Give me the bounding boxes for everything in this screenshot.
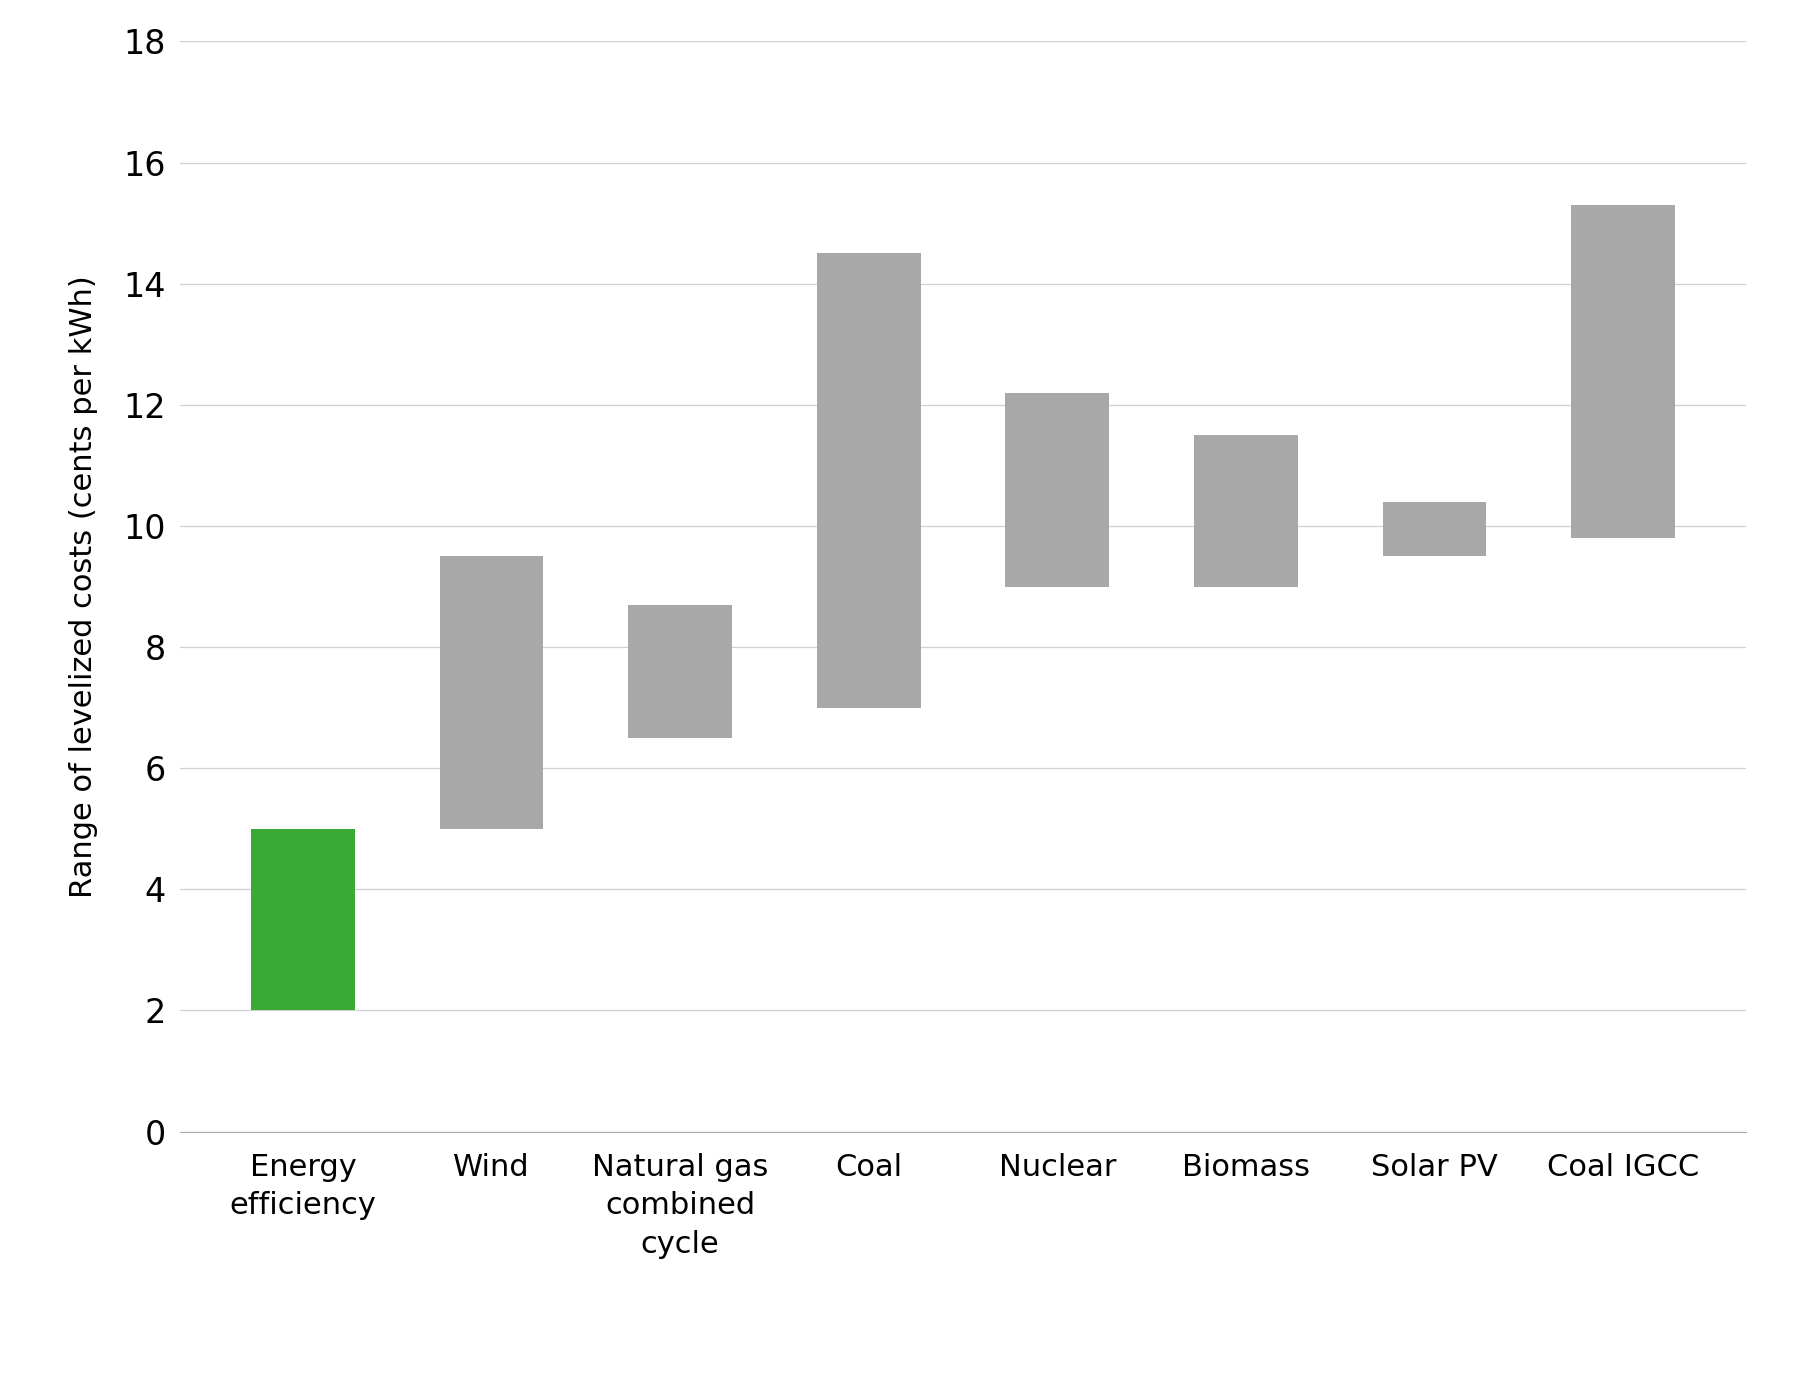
Bar	[817, 254, 920, 708]
Bar	[1193, 435, 1298, 586]
Bar	[439, 556, 544, 829]
Bar	[252, 829, 355, 1010]
Y-axis label: Range of levelized costs (cents per kWh): Range of levelized costs (cents per kWh)	[70, 275, 99, 898]
Bar	[1382, 502, 1487, 556]
Bar	[628, 604, 733, 738]
Bar	[1571, 206, 1674, 538]
Bar	[1006, 393, 1109, 586]
